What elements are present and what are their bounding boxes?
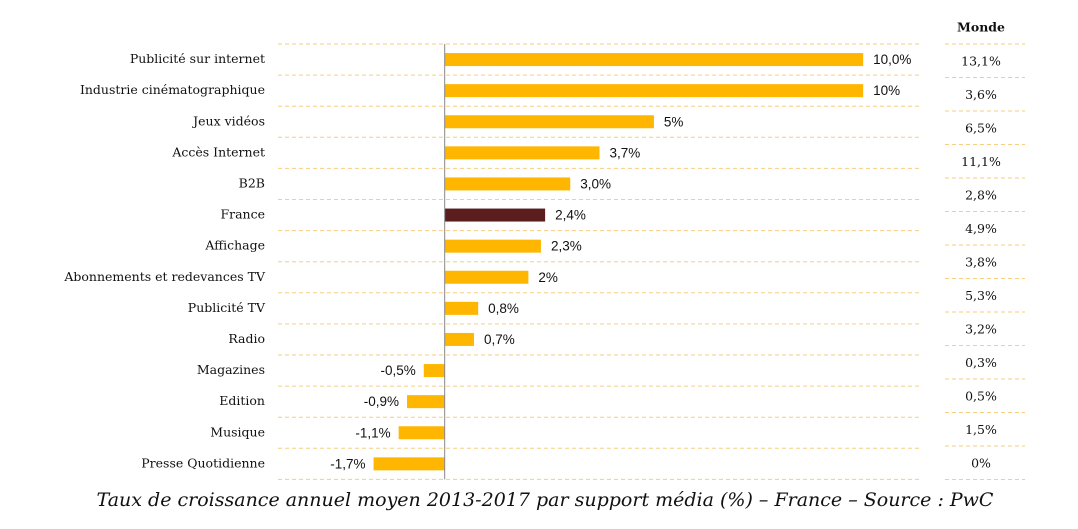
category-label: Publicité TV [188, 300, 266, 315]
bar [373, 457, 445, 471]
value-label: -1,7% [330, 456, 365, 471]
category-label: Jeux vidéos [191, 113, 265, 128]
monde-value: 11,1% [961, 154, 1001, 169]
category-label: Industrie cinématographique [80, 82, 265, 97]
category-label: Radio [228, 331, 265, 346]
category-label: Edition [219, 393, 265, 408]
monde-value: 3,6% [965, 87, 997, 102]
category-label: B2B [239, 175, 265, 190]
category-label: France [220, 207, 265, 222]
monde-value: 5,3% [965, 288, 997, 303]
monde-value: 2,8% [965, 188, 997, 203]
bar [444, 53, 864, 67]
category-label: Accès Internet [171, 144, 265, 159]
value-label: 2,3% [551, 239, 582, 254]
bar [444, 239, 541, 253]
bar [423, 364, 445, 378]
monde-value: 6,5% [965, 121, 997, 136]
bar [444, 84, 864, 98]
value-label: 5% [664, 114, 684, 129]
monde-value: 13,1% [961, 54, 1001, 69]
monde-value: 0,3% [965, 355, 997, 370]
value-label: 2,4% [555, 208, 586, 223]
category-label: Publicité sur internet [130, 51, 265, 66]
bar [444, 146, 600, 160]
monde-value: 3,8% [965, 255, 997, 270]
value-label: -0,9% [364, 394, 399, 409]
monde-value: 0% [971, 456, 991, 471]
monde-value: 0,5% [965, 389, 997, 404]
bar [444, 301, 479, 315]
category-label: Magazines [197, 362, 265, 377]
bar [444, 270, 529, 284]
value-label: 10% [873, 83, 900, 98]
value-label: -0,5% [380, 363, 415, 378]
bar [444, 115, 654, 129]
monde-title: Monde [957, 20, 1005, 35]
value-label: 3,7% [610, 145, 641, 160]
value-label: 10,0% [873, 52, 911, 67]
value-label: 0,8% [488, 301, 519, 316]
category-label: Affichage [204, 238, 265, 253]
bar [407, 395, 445, 409]
monde-value: 1,5% [965, 422, 997, 437]
category-label: Presse Quotidienne [141, 455, 265, 470]
value-label: 3,0% [580, 177, 611, 192]
monde-value: 4,9% [965, 221, 997, 236]
value-label: 2% [538, 270, 558, 285]
value-label: 0,7% [484, 332, 515, 347]
category-label: Abonnements et redevances TV [63, 269, 266, 284]
value-label: -1,1% [355, 425, 390, 440]
bar [444, 208, 546, 222]
caption: Taux de croissance annuel moyen 2013-201… [97, 489, 994, 511]
bar [444, 332, 474, 346]
bar [398, 426, 445, 440]
monde-value: 3,2% [965, 322, 997, 337]
bar [444, 177, 571, 191]
category-label: Musique [210, 424, 265, 439]
